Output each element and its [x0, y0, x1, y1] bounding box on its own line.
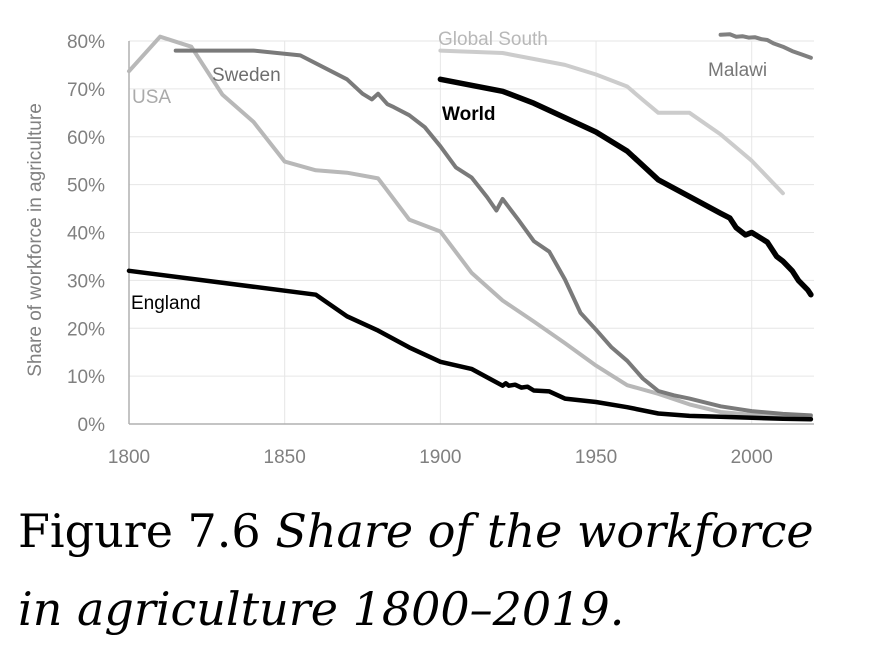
series-line-global-south — [438, 48, 785, 196]
series-label-global-south: Global South — [438, 29, 548, 50]
y-tick-label: 80% — [67, 32, 105, 53]
chart-grid — [129, 40, 814, 424]
series-label-world: World — [442, 104, 495, 125]
y-tick-label: 10% — [67, 367, 105, 388]
x-tick-label: 1950 — [575, 447, 617, 468]
chart-series-labels: USA Sweden Global South World Malawi England — [131, 29, 767, 314]
series-line-world — [437, 76, 814, 298]
figure-number: Figure 7.6 — [18, 504, 276, 558]
x-tick-label: 1800 — [108, 447, 150, 468]
y-tick-label: 40% — [67, 224, 105, 245]
series-label-usa: USA — [132, 87, 171, 108]
series-label-sweden: Sweden — [212, 65, 281, 86]
series-line-malawi — [718, 32, 813, 60]
series-label-malawi: Malawi — [708, 60, 767, 81]
caption-title-part-2: in agriculture 1800–2019. — [18, 582, 625, 636]
figure-caption-line-2: in agriculture 1800–2019. — [18, 586, 868, 632]
chart-series — [126, 32, 814, 422]
y-tick-label: 0% — [78, 415, 106, 436]
y-axis-title: Share of workforce in agriculture — [25, 103, 46, 377]
y-tick-label: 50% — [67, 176, 105, 197]
y-tick-label: 60% — [67, 128, 105, 149]
series-line-sweden — [173, 48, 813, 418]
y-tick-label: 70% — [67, 80, 105, 101]
figure-caption-line-1: Figure 7.6 Share of the workforce — [18, 508, 868, 554]
series-line-usa — [127, 34, 813, 420]
x-tick-label: 1900 — [419, 447, 461, 468]
caption-title-part-1: Share of the workforce — [275, 504, 814, 558]
y-tick-label: 20% — [67, 319, 105, 340]
y-tick-label: 30% — [67, 271, 105, 292]
x-tick-label: 2000 — [731, 447, 773, 468]
x-tick-label: 1850 — [264, 447, 306, 468]
series-line-england — [126, 268, 814, 422]
chart: 0% 10% 20% 30% 40% 50% 60% 70% 80% 1800 1850 1900 19… — [25, 29, 814, 468]
chart-axes: 0% 10% 20% 30% 40% 50% 60% 70% 80% 1800 1850 1900 19… — [67, 32, 814, 468]
series-label-england: England — [131, 293, 201, 314]
